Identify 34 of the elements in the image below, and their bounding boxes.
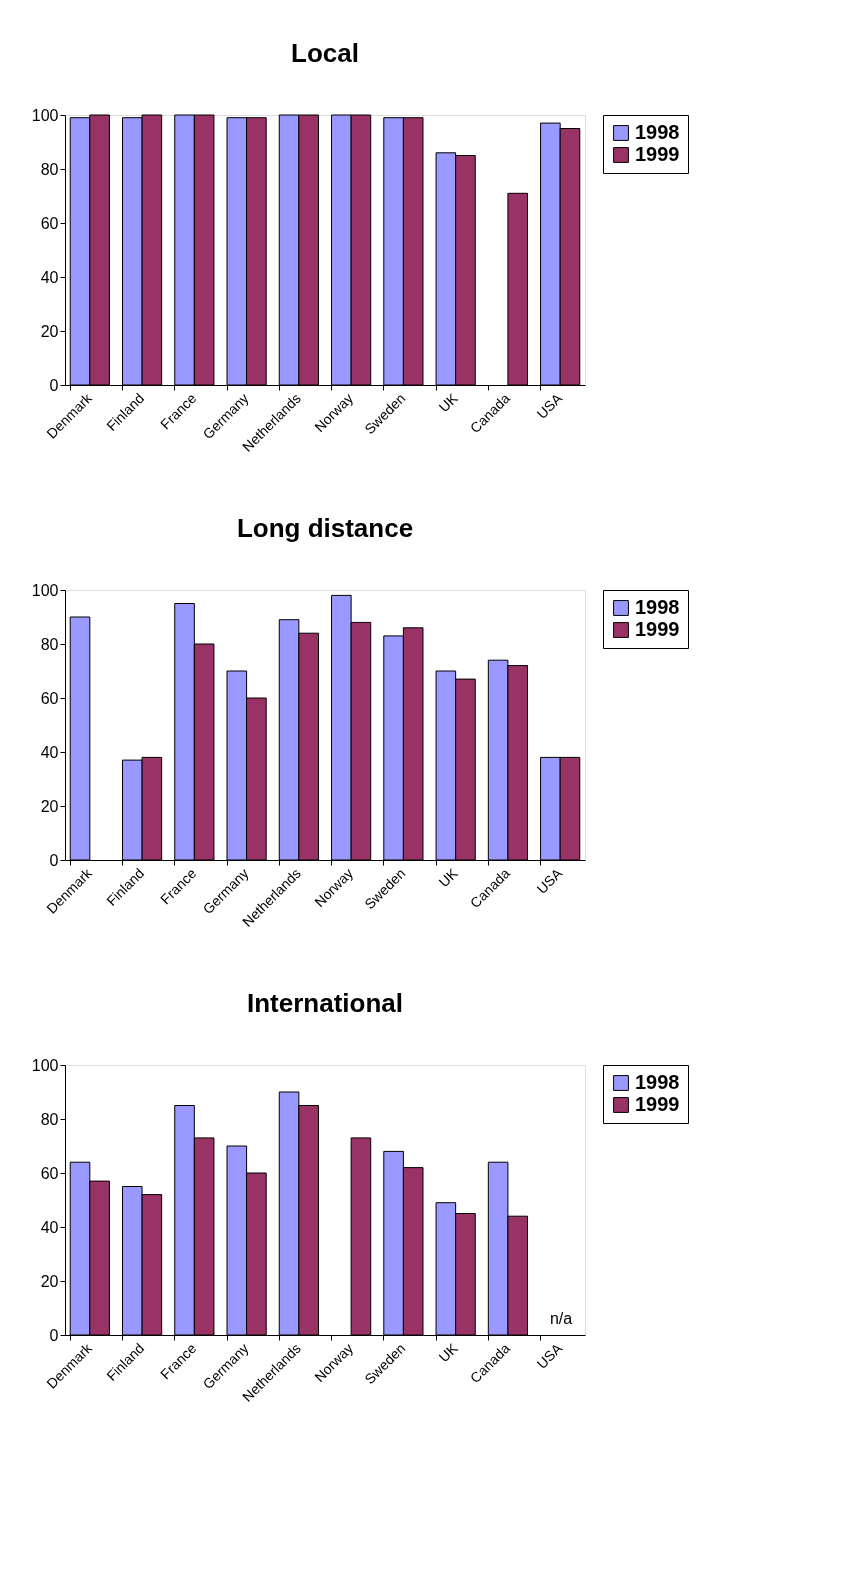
y-tick-label: 80: [40, 160, 59, 178]
y-tick-label: 20: [40, 797, 59, 815]
x-tick-label: UK: [435, 1339, 462, 1366]
legend-label: 1998: [635, 596, 680, 618]
y-tick-label: 100: [31, 581, 59, 599]
y-tick-label: 100: [31, 1056, 59, 1074]
y-tick-label: 0: [49, 851, 59, 869]
x-tick-label: UK: [435, 864, 462, 891]
x-tick-label: USA: [533, 389, 566, 422]
y-tick-label: 80: [40, 635, 59, 653]
y-tick-label: 20: [40, 1272, 59, 1290]
chart-title: International: [246, 988, 404, 1018]
chart-title: Long distance: [236, 513, 414, 543]
y-tick-label: 40: [40, 268, 59, 286]
y-tick-label: 60: [40, 1164, 59, 1182]
y-tick-label: 0: [49, 1326, 59, 1344]
x-tick-label: UK: [435, 389, 462, 416]
y-tick-label: 100: [31, 106, 59, 124]
y-tick-label: 60: [40, 689, 59, 707]
x-tick-label: USA: [533, 1339, 566, 1372]
chart-title: Local: [291, 38, 359, 68]
legend-label: 1999: [635, 143, 680, 165]
y-tick-label: 0: [49, 376, 59, 394]
y-tick-label: 60: [40, 214, 59, 232]
legend-label: 1998: [635, 121, 680, 143]
y-tick-label: 40: [40, 1218, 59, 1236]
x-tick-label: USA: [533, 864, 566, 897]
legend-label: 1999: [635, 618, 680, 640]
legend-label: 1999: [635, 1093, 680, 1115]
y-tick-label: 20: [40, 322, 59, 340]
y-tick-label: 40: [40, 743, 59, 761]
legend-label: 1998: [635, 1071, 680, 1093]
y-tick-label: 80: [40, 1110, 59, 1128]
annotation: n/a: [549, 1310, 573, 1327]
